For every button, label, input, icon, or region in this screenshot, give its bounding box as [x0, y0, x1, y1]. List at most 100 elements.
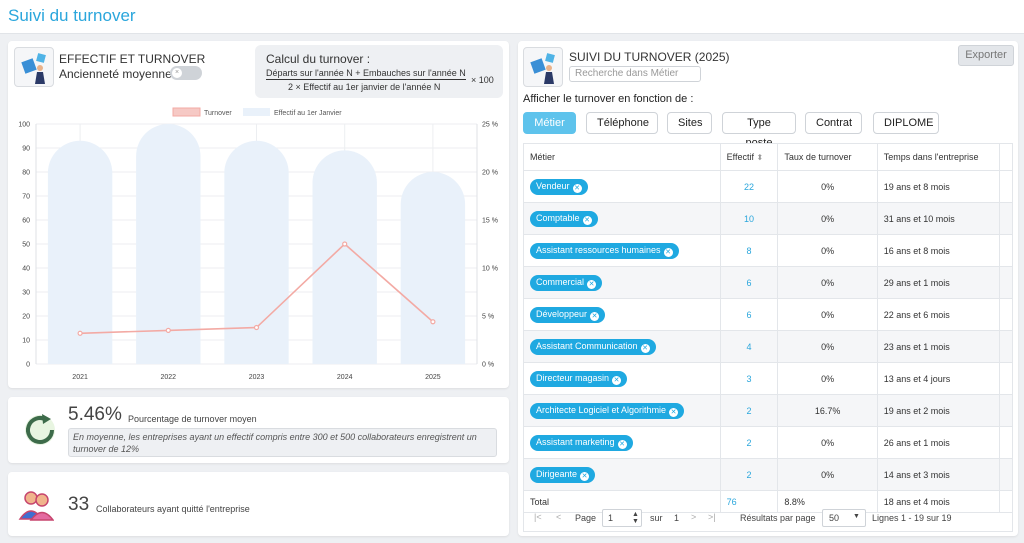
suivi-turnover-heading: SUIVI DU TURNOVER (2025): [569, 50, 730, 64]
effectif-link[interactable]: 6: [719, 298, 779, 331]
table-row: Assistant ressources humaines ✕ 8 0% 16 ans …: [523, 234, 1014, 267]
y-left-tick-label: 100: [18, 122, 30, 129]
anciennete-toggle[interactable]: ×: [170, 66, 202, 80]
metier-tag[interactable]: Assistant marketing ✕: [530, 434, 633, 451]
taux-cell: 0%: [777, 266, 878, 299]
taux-cell: 0%: [777, 458, 878, 491]
temps-cell: 16 ans et 8 mois: [876, 234, 1000, 267]
remove-tag-icon[interactable]: ✕: [580, 471, 590, 481]
metier-tag[interactable]: Développeur ✕: [530, 306, 606, 323]
page-label: Page: [575, 513, 597, 523]
effectif-link[interactable]: 8: [719, 234, 779, 267]
remove-tag-icon[interactable]: ✕: [582, 215, 592, 225]
total-effectif[interactable]: 76: [719, 490, 779, 513]
remove-tag-icon[interactable]: ✕: [617, 439, 627, 449]
per-page-select[interactable]: 50 ▼: [822, 509, 866, 527]
table-total-row: Total 76 8.8% 18 ans et 4 mois: [523, 490, 1014, 513]
table-row: Assistant marketing ✕ 2 0% 26 ans et 1 mois: [523, 426, 1014, 459]
remove-tag-icon[interactable]: ✕: [669, 407, 679, 417]
effectif-bar: [224, 140, 289, 364]
remove-tag-icon[interactable]: ✕: [572, 183, 582, 193]
column-header-taux[interactable]: Taux de turnover: [777, 143, 878, 171]
anciennete-toggle-label: Ancienneté moyenne: [59, 67, 172, 81]
effectif-bar: [400, 172, 466, 364]
metier-tag[interactable]: Directeur magasin ✕: [530, 370, 628, 387]
lines-label: Lignes 1 - 19 sur 19: [872, 513, 952, 523]
effectif-link[interactable]: 3: [719, 362, 779, 395]
table-pager: |< < Page 1 ▲ ▼ sur 1 > >| Résultats par …: [523, 506, 1013, 532]
total-temps: 18 ans et 4 mois: [876, 490, 1000, 513]
y-left-tick-label: 60: [22, 218, 30, 225]
column-header-metier[interactable]: Métier: [523, 143, 721, 171]
table-row: Commercial ✕ 6 0% 29 ans et 1 mois: [523, 266, 1014, 299]
y-left-tick-label: 0: [26, 362, 30, 369]
filter-label: Afficher le turnover en fonction de :: [523, 93, 694, 105]
temps-cell: 31 ans et 10 mois: [876, 202, 1000, 235]
table-row: Dirigeante ✕ 2 0% 14 ans et 3 mois: [523, 458, 1014, 491]
filter-contrat-button[interactable]: Contrat: [805, 112, 862, 134]
last-page-icon[interactable]: >|: [708, 512, 716, 522]
formula-numerator: Départs sur l'année N + Embauches sur l'…: [266, 68, 466, 80]
export-button[interactable]: Exporter: [958, 45, 1014, 66]
effectif-link[interactable]: 2: [719, 426, 779, 459]
remove-tag-icon[interactable]: ✕: [590, 311, 600, 321]
remove-tag-icon[interactable]: ✕: [640, 343, 650, 353]
filter-telephone-button[interactable]: Téléphone: [586, 112, 658, 134]
effectif-link[interactable]: 2: [719, 394, 779, 427]
remove-tag-icon[interactable]: ✕: [612, 375, 622, 385]
x-tick-label: 2023: [249, 374, 265, 381]
table-row: Assistant Communication ✕ 4 0% 23 ans et 1 m…: [523, 330, 1014, 363]
table-row: Directeur magasin ✕ 3 0% 13 ans et 4 jours: [523, 362, 1014, 395]
previous-page-icon[interactable]: <: [556, 512, 562, 522]
departures-label: Collaborateurs ayant quitté l'entreprise: [96, 504, 250, 514]
temps-cell: 19 ans et 2 mois: [876, 394, 1000, 427]
metier-tag[interactable]: Commercial ✕: [530, 274, 603, 291]
effectif-link[interactable]: 22: [719, 170, 779, 203]
x-tick-label: 2025: [425, 374, 441, 381]
first-page-icon[interactable]: |<: [534, 512, 542, 522]
formula-factor: × 100: [471, 75, 494, 85]
effectif-link[interactable]: 10: [719, 202, 779, 235]
sur-label: sur: [650, 513, 663, 523]
table-row: Architecte Logiciel et Algorithmie ✕ 2 16.7…: [523, 394, 1014, 427]
temps-cell: 13 ans et 4 jours: [876, 362, 1000, 395]
filter-type-poste-button[interactable]: Type poste: [722, 112, 796, 149]
table-row: Vendeur ✕ 22 0% 19 ans et 8 mois: [523, 170, 1014, 203]
legend-swatch-turnover: [172, 107, 201, 117]
taux-cell: 16.7%: [777, 394, 878, 427]
table-row: Comptable ✕ 10 0% 31 ans et 10 mois: [523, 202, 1014, 235]
effectif-link[interactable]: 4: [719, 330, 779, 363]
metier-tag[interactable]: Architecte Logiciel et Algorithmie ✕: [530, 402, 685, 419]
next-page-icon[interactable]: >: [691, 512, 697, 522]
metier-search-input[interactable]: Recherche dans Métier: [569, 66, 701, 82]
metier-tag[interactable]: Assistant ressources humaines ✕: [530, 242, 679, 259]
temps-cell: 22 ans et 6 mois: [876, 298, 1000, 331]
scrollbar-header: [998, 143, 1014, 171]
sort-icon[interactable]: ⬍: [756, 153, 764, 162]
filter-sites-button[interactable]: Sites: [667, 112, 712, 134]
effectif-link[interactable]: 6: [719, 266, 779, 299]
turnover-benchmark-note: En moyenne, les entreprises ayant un eff…: [68, 428, 497, 457]
page-number-stepper[interactable]: 1 ▲ ▼: [602, 509, 642, 527]
filter-metier-button[interactable]: Métier: [523, 112, 576, 134]
departures-value: 33: [68, 494, 90, 515]
remove-tag-icon[interactable]: ✕: [587, 279, 597, 289]
taux-cell: 0%: [777, 426, 878, 459]
y-left-tick-label: 50: [22, 242, 30, 249]
metier-tag[interactable]: Vendeur ✕: [530, 178, 588, 195]
metier-tag[interactable]: Comptable ✕: [530, 210, 598, 227]
y-left-tick-label: 70: [22, 194, 30, 201]
filter-diplome-button[interactable]: DIPLOME: [873, 112, 939, 134]
taux-cell: 0%: [777, 330, 878, 363]
metier-tag[interactable]: Dirigeante ✕: [530, 466, 596, 483]
metier-table: Métier Effectif ⬍ Taux de turnover Temps…: [523, 143, 1014, 513]
remove-tag-icon[interactable]: ✕: [663, 247, 673, 257]
column-header-temps[interactable]: Temps dans l'entreprise: [876, 143, 1000, 171]
y-right-tick-label: 5 %: [482, 314, 494, 321]
x-tick-label: 2022: [161, 374, 177, 381]
metier-tag[interactable]: Assistant Communication ✕: [530, 338, 656, 355]
temps-cell: 14 ans et 3 mois: [876, 458, 1000, 491]
column-header-effectif[interactable]: Effectif ⬍: [719, 143, 779, 171]
effectif-link[interactable]: 2: [719, 458, 779, 491]
stepper-arrows-icon[interactable]: ▲ ▼: [632, 511, 639, 525]
